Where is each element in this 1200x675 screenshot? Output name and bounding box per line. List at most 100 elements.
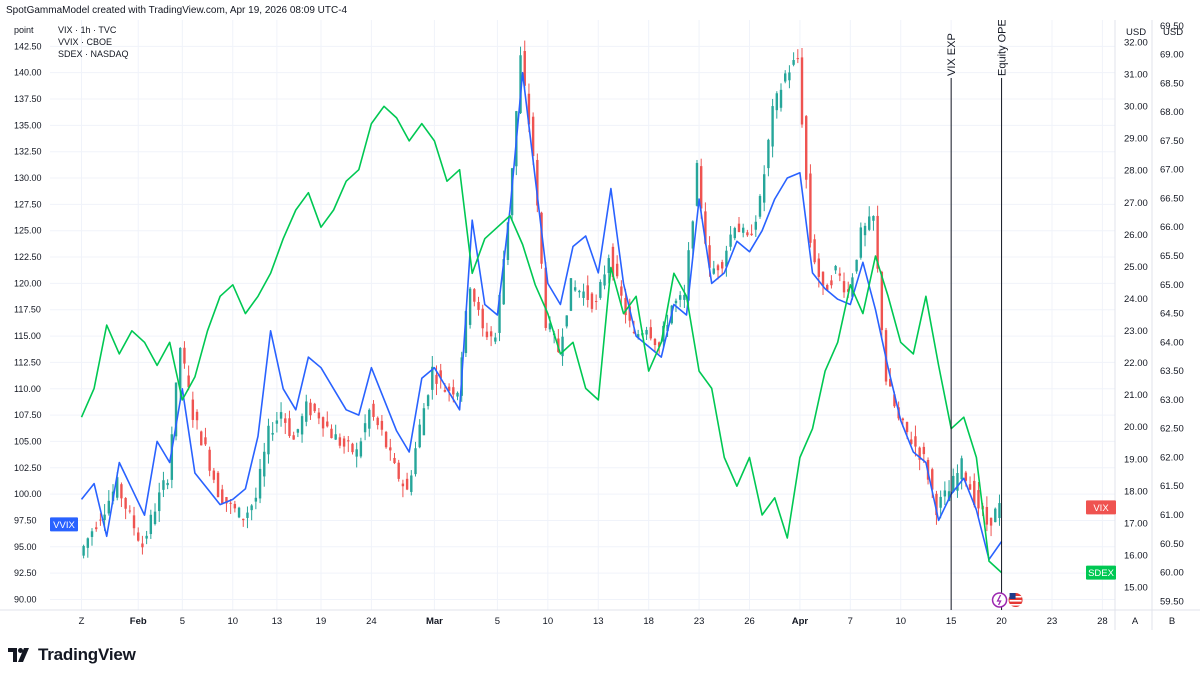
vix-candle	[82, 545, 85, 556]
time-axis-tick-label: Mar	[426, 616, 443, 627]
vix-candle	[137, 532, 140, 541]
vix-axis-letter[interactable]: A	[1132, 616, 1139, 627]
vix-candle	[821, 271, 825, 286]
vix-candle	[573, 287, 577, 291]
vix-candle	[292, 435, 295, 440]
vix-candle	[947, 491, 951, 502]
vix-candle	[750, 233, 753, 236]
vix-candle	[813, 239, 816, 263]
vix-candle	[880, 271, 884, 331]
left-axis-tick-label: 107.50	[14, 410, 42, 420]
vix-axis-tick-label: 31.00	[1124, 70, 1148, 81]
vix-candle	[267, 425, 270, 455]
sdex-axis-tick-label: 60.00	[1160, 568, 1184, 579]
vix-candle	[918, 447, 921, 460]
left-axis-tick-label: 117.50	[14, 305, 41, 315]
vix-candle	[208, 449, 211, 471]
time-axis-tick-label: 13	[593, 616, 604, 627]
vix-candle	[258, 468, 262, 499]
vix-axis-tick-label: 20.00	[1124, 422, 1148, 433]
sdex-axis-letter[interactable]: B	[1169, 616, 1175, 627]
price-label-text: VIX	[1093, 503, 1109, 514]
sdex-line[interactable]	[80, 105, 1003, 574]
vix-candle	[708, 245, 711, 268]
vix-candle	[212, 470, 216, 480]
time-axis-tick-label: Z	[79, 616, 85, 627]
time-axis-tick-label: 15	[946, 616, 957, 627]
vix-candle	[632, 331, 636, 333]
dividend-event-icon[interactable]	[991, 592, 1008, 608]
vix-candle	[536, 159, 539, 206]
tradingview-wordmark: TradingView	[38, 645, 136, 664]
vix-candle	[998, 503, 1001, 519]
vix-candle	[868, 216, 871, 230]
sdex-axis-tick-label: 68.00	[1160, 107, 1184, 118]
vix-candle	[519, 55, 522, 114]
vix-candle	[309, 402, 312, 416]
sdex-price-label[interactable]: SDEX	[1086, 565, 1116, 580]
legend-entry[interactable]: SDEX · NASDAQ	[58, 49, 129, 59]
legend-entry[interactable]: VIX · 1h · TVC	[58, 25, 117, 35]
vix-candle	[784, 73, 787, 82]
price-label-text: SDEX	[1088, 568, 1115, 579]
vix-candle	[935, 493, 938, 516]
time-axis-tick-label: 18	[643, 616, 654, 627]
vix-candle	[414, 448, 417, 475]
sdex-axis-tick-label: 59.50	[1160, 596, 1184, 607]
vix-candle	[599, 281, 602, 298]
vix-candle	[107, 500, 111, 514]
vix-candle	[485, 331, 489, 338]
legend[interactable]: VIX · 1h · TVC VVIX · CBOE SDEX · NASDAQ	[58, 25, 129, 59]
sdex-axis-tick-label: 63.00	[1160, 395, 1184, 406]
time-axis-tick-label: 26	[744, 616, 755, 627]
time-axis-tick-label: Feb	[130, 616, 147, 627]
sdex-axis-tick-label: 67.00	[1160, 165, 1184, 176]
vix-candle	[431, 366, 434, 390]
vix-axis-tick-label: 19.00	[1124, 454, 1148, 465]
vvix-line[interactable]	[80, 71, 1003, 561]
vix-candle	[506, 222, 510, 260]
vix-price-label[interactable]: VIX	[1086, 500, 1116, 515]
vix-candle	[548, 323, 552, 330]
vix-candle	[586, 285, 589, 300]
vix-axis-tick-label: 21.00	[1124, 390, 1148, 401]
vix-candle	[124, 498, 127, 509]
left-axis-tick-label: 92.50	[14, 568, 37, 578]
vix-candle	[636, 334, 640, 338]
tradingview-branding[interactable]: TradingView	[8, 642, 136, 668]
vix-candle	[695, 162, 699, 206]
vix-candle	[569, 278, 573, 311]
vix-candle	[788, 72, 791, 81]
event-label: Equity OPEX	[997, 20, 1009, 76]
vix-candle	[296, 429, 300, 433]
vix-candle	[229, 502, 232, 504]
chart-canvas[interactable]: 142.50 140.00 137.50 135.00 132.50 130.00 127.…	[0, 20, 1200, 640]
legend-entry[interactable]: VVIX · CBOE	[58, 37, 112, 47]
vix-candle	[225, 497, 228, 504]
left-axis-tick-label: 102.50	[14, 463, 42, 473]
vix-candle	[410, 475, 413, 492]
vix-candle	[200, 431, 203, 446]
time-axis-tick-label: 10	[895, 616, 906, 627]
sdex-axis-tick-label: 65.50	[1160, 251, 1184, 262]
vix-candle	[263, 451, 266, 477]
vix-candle	[145, 535, 148, 539]
vix-candle	[237, 507, 241, 518]
vix-candle	[141, 543, 144, 548]
vix-candle	[368, 409, 371, 429]
axes: 142.50 140.00 137.50 135.00 132.50 130.00 127.…	[0, 20, 1200, 630]
time-axis-tick-label: 20	[996, 616, 1007, 627]
vix-axis-tick-label: 25.00	[1124, 262, 1148, 273]
vix-axis-tick-label: 22.00	[1124, 358, 1148, 369]
vix-candle	[384, 431, 388, 448]
vix-candle	[863, 225, 867, 236]
time-axis-tick-label: 10	[227, 616, 238, 627]
sdex-axis-tick-label: 64.00	[1160, 337, 1184, 348]
vix-candle	[859, 227, 863, 258]
vix-candle	[763, 174, 766, 203]
vix-candle	[195, 411, 199, 421]
vix-candle	[657, 342, 661, 347]
vvix-price-label[interactable]: VVIX	[50, 517, 78, 532]
left-axis-tick-label: 125.00	[14, 226, 42, 236]
left-axis-tick-label: 142.50	[14, 41, 42, 51]
